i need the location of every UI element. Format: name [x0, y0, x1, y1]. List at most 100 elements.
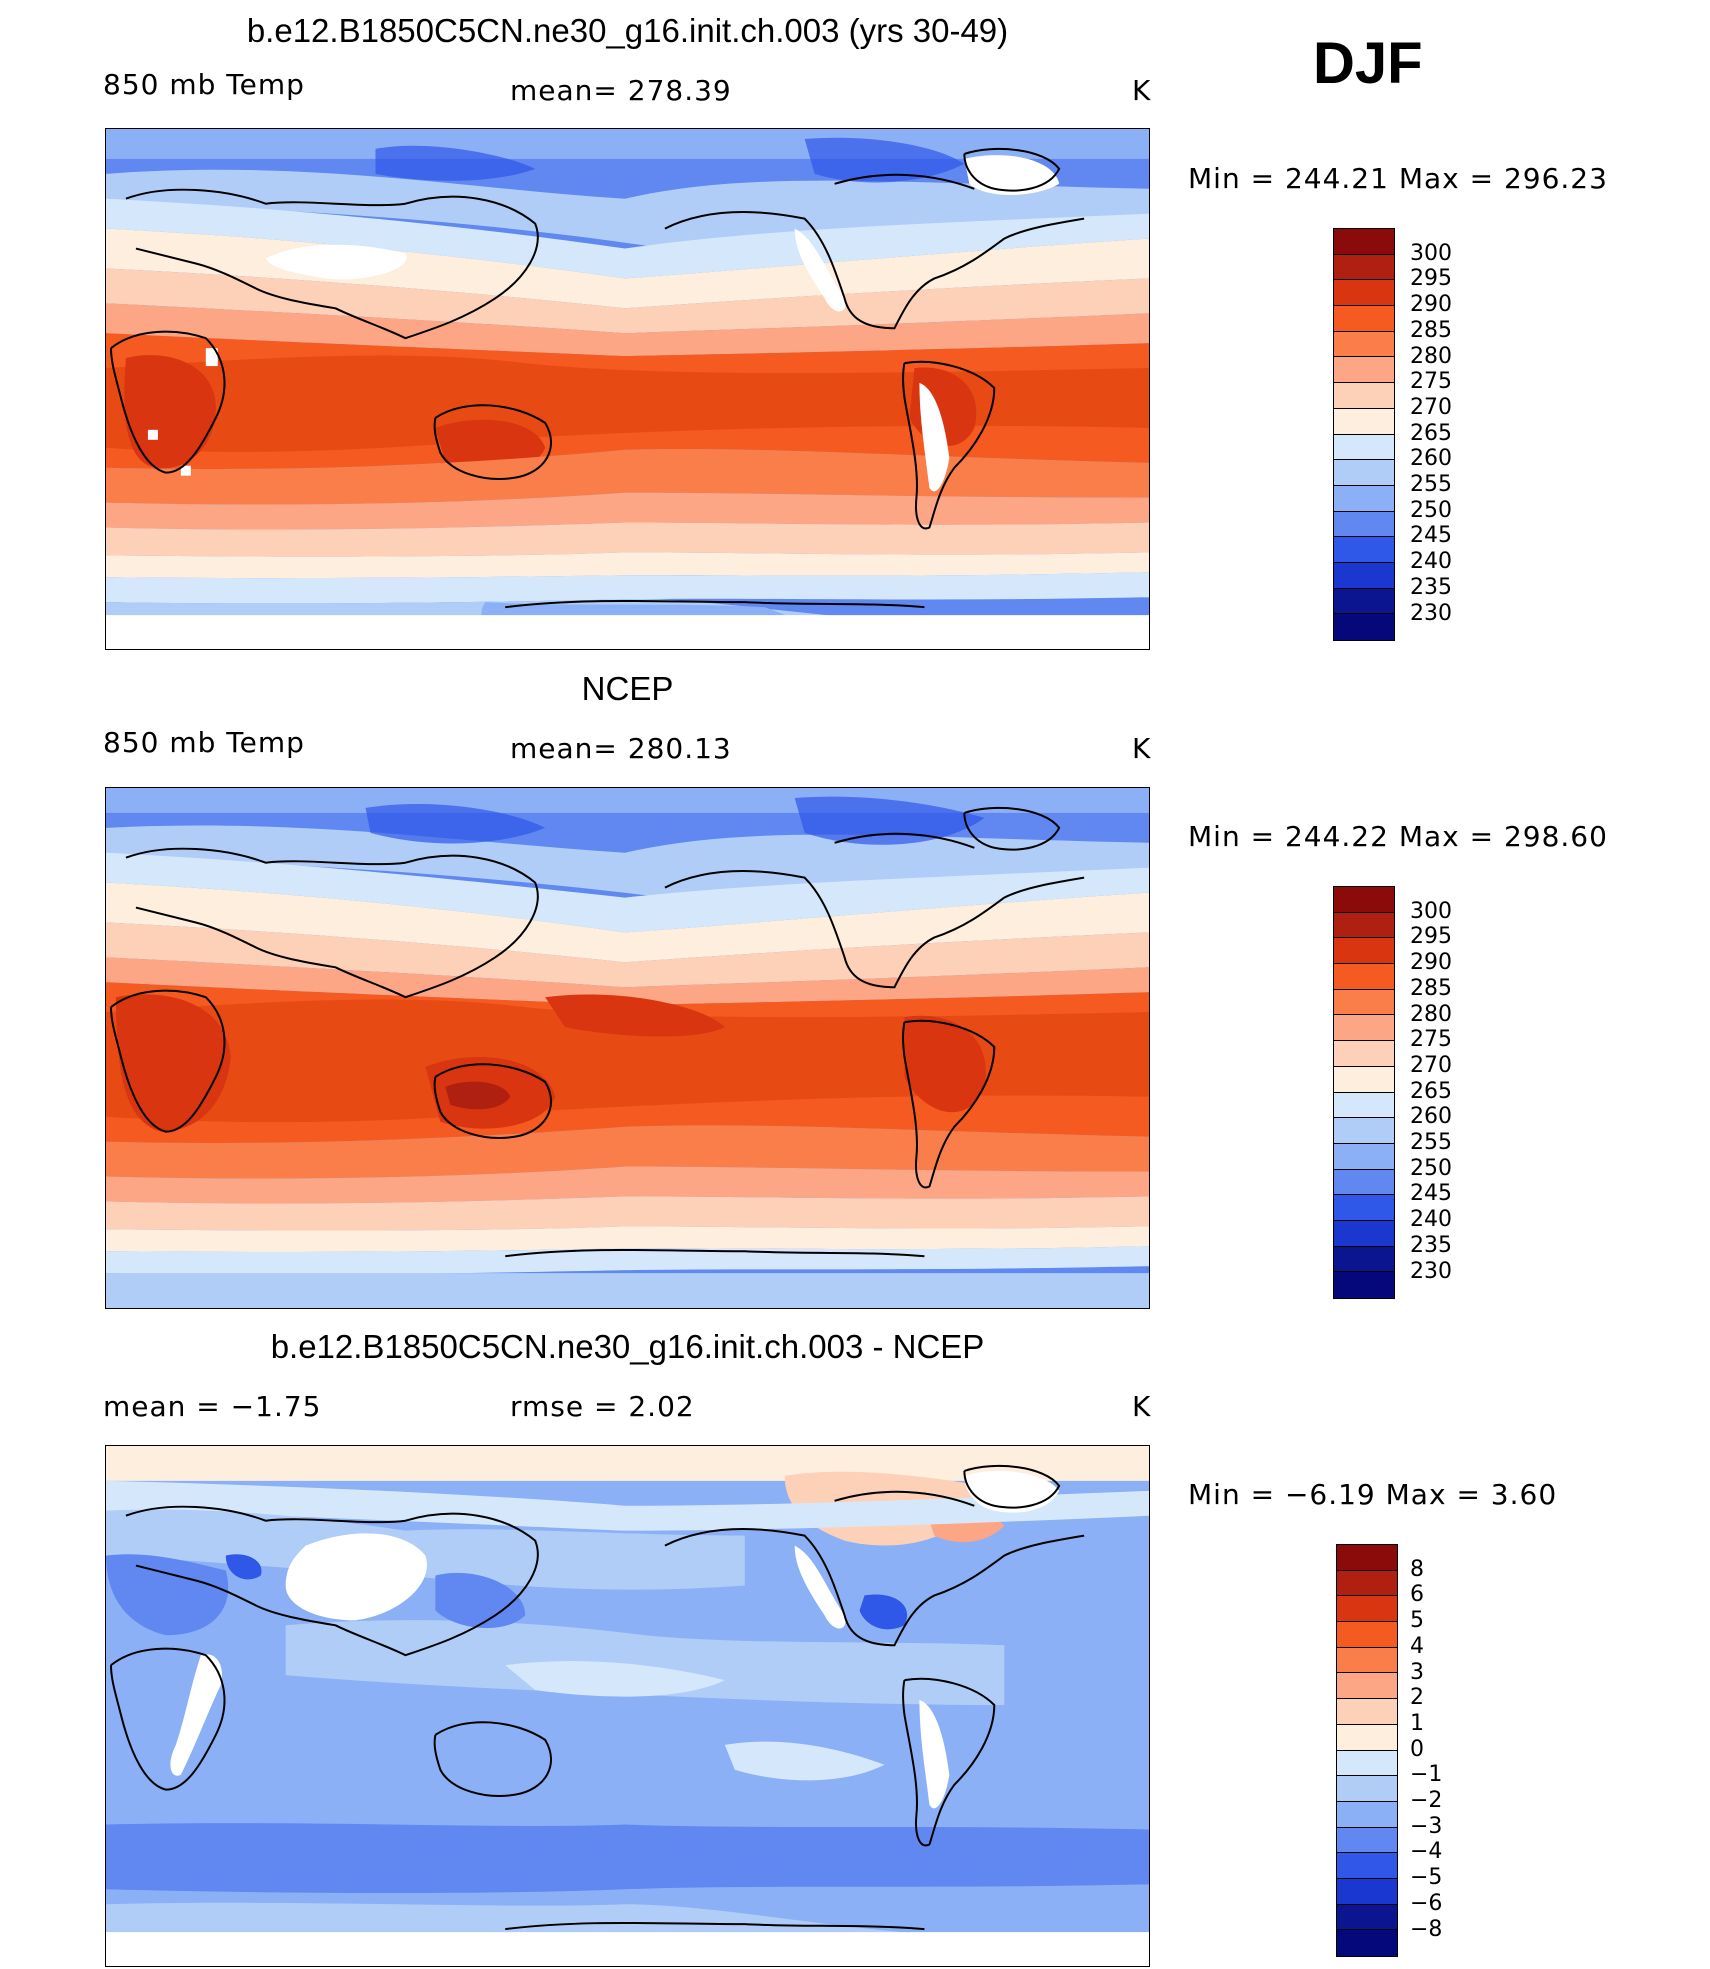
units-label: K: [1132, 74, 1152, 107]
colorbar-tick-label: 0: [1410, 1736, 1424, 1762]
colorbar-tick-label: 280: [1410, 343, 1452, 369]
min-max-label: Min = −6.19 Max = 3.60: [1188, 1478, 1558, 1511]
colorbar-swatch: [1337, 1878, 1397, 1905]
min-max-label: Min = 244.21 Max = 296.23: [1188, 162, 1608, 195]
colorbar: [1333, 228, 1395, 641]
colorbar-tick-label: 245: [1410, 523, 1452, 549]
colorbar-tick-label: 300: [1410, 898, 1452, 924]
colorbar-swatch: [1334, 1220, 1394, 1247]
colorbar-swatch: [1337, 1596, 1397, 1623]
colorbar-tick-label: 245: [1410, 1181, 1452, 1207]
colorbar-swatch: [1334, 1066, 1394, 1093]
colorbar-swatch: [1337, 1776, 1397, 1802]
colorbar-swatch: [1334, 1195, 1394, 1221]
colorbar-swatch: [1337, 1570, 1397, 1597]
colorbar-swatch: [1337, 1853, 1397, 1879]
colorbar-tick-label: −6: [1410, 1890, 1443, 1916]
colorbar-swatch: [1337, 1827, 1397, 1854]
colorbar-swatch: [1334, 614, 1394, 640]
units-label: K: [1132, 732, 1152, 765]
colorbar-swatch: [1334, 1143, 1394, 1170]
colorbar-tick-label: 6: [1410, 1582, 1424, 1608]
colorbar-tick-label: −8: [1410, 1916, 1443, 1942]
colorbar-tick-label: 250: [1410, 497, 1452, 523]
colorbar-tick-label: 275: [1410, 369, 1452, 395]
variable-label: 850 mb Temp: [103, 726, 305, 759]
colorbar-swatch: [1337, 1545, 1397, 1571]
colorbar-swatch: [1334, 887, 1394, 913]
colorbar-tick-label: 285: [1410, 975, 1452, 1001]
colorbar-swatch: [1334, 1092, 1394, 1119]
colorbar-tick-label: 265: [1410, 1078, 1452, 1104]
colorbar-tick-label: 2: [1410, 1685, 1424, 1711]
colorbar-tick-label: 5: [1410, 1608, 1424, 1634]
colorbar-swatch: [1334, 434, 1394, 461]
difference-map: [105, 1445, 1150, 1967]
colorbar-swatch: [1334, 254, 1394, 281]
colorbar-swatch: [1337, 1930, 1397, 1956]
season-label: DJF: [1313, 31, 1423, 96]
colorbar-swatch: [1334, 588, 1394, 615]
colorbar-swatch: [1334, 964, 1394, 990]
colorbar-tick-label: 270: [1410, 394, 1452, 420]
colorbar-swatch: [1334, 485, 1394, 512]
colorbar-tick-label: 265: [1410, 420, 1452, 446]
colorbar-swatch: [1334, 1246, 1394, 1273]
colorbar-tick-label: 290: [1410, 292, 1452, 318]
colorbar-swatch: [1334, 280, 1394, 307]
colorbar-tick-label: 255: [1410, 472, 1452, 497]
colorbar-swatch: [1337, 1750, 1397, 1777]
colorbar-tick-label: 280: [1410, 1001, 1452, 1027]
colorbar: [1336, 1544, 1398, 1957]
colorbar-tick-label: 295: [1410, 266, 1452, 292]
colorbar-swatch: [1334, 511, 1394, 538]
colorbar-swatch: [1334, 1041, 1394, 1067]
colorbar-tick-label: 8: [1410, 1556, 1424, 1582]
mean-label: mean= 278.39: [510, 74, 732, 107]
colorbar-swatch: [1337, 1904, 1397, 1931]
colorbar-swatch: [1334, 1272, 1394, 1298]
colorbar-tick-label: −3: [1410, 1813, 1443, 1839]
colorbar-swatch: [1337, 1673, 1397, 1700]
colorbar-tick-label: 300: [1410, 240, 1452, 266]
colorbar-tick-label: 275: [1410, 1027, 1452, 1053]
colorbar-tick-label: 260: [1410, 1104, 1452, 1130]
colorbar-tick-label: −2: [1410, 1788, 1443, 1813]
colorbar-swatch: [1334, 1118, 1394, 1144]
colorbar-tick-label: 255: [1410, 1130, 1452, 1155]
colorbar-tick-label: 235: [1410, 1232, 1452, 1258]
panel-title: b.e12.B1850C5CN.ne30_g16.init.ch.003 - N…: [270, 1328, 985, 1365]
colorbar-swatch: [1337, 1724, 1397, 1751]
ncep-temperature-map: [105, 787, 1150, 1309]
colorbar-swatch: [1334, 383, 1394, 409]
colorbar-swatch: [1334, 357, 1394, 384]
colorbar-tick-label: 240: [1410, 1207, 1452, 1233]
mean-label: mean = −1.75: [103, 1390, 322, 1423]
colorbar-swatch: [1334, 408, 1394, 435]
colorbar-tick-label: 250: [1410, 1155, 1452, 1181]
colorbar-tick-label: 235: [1410, 574, 1452, 600]
colorbar-tick-label: 295: [1410, 924, 1452, 950]
colorbar-swatch: [1337, 1622, 1397, 1648]
colorbar-tick-label: 230: [1410, 1258, 1452, 1284]
colorbar-swatch: [1334, 460, 1394, 486]
colorbar-tick-label: 260: [1410, 446, 1452, 472]
colorbar-swatch: [1334, 331, 1394, 358]
mean-label: mean= 280.13: [510, 732, 732, 765]
colorbar-tick-label: 240: [1410, 549, 1452, 575]
colorbar-tick-label: −5: [1410, 1865, 1443, 1891]
colorbar-swatch: [1334, 938, 1394, 965]
colorbar-swatch: [1334, 912, 1394, 939]
colorbar-tick-label: 1: [1410, 1710, 1424, 1736]
colorbar-swatch: [1337, 1801, 1397, 1828]
colorbar-tick-label: 270: [1410, 1052, 1452, 1078]
colorbar-tick-label: 230: [1410, 600, 1452, 626]
panel-title: NCEP: [581, 670, 674, 707]
min-max-label: Min = 244.22 Max = 298.60: [1188, 820, 1608, 853]
colorbar-tick-label: 4: [1410, 1633, 1424, 1659]
colorbar-tick-label: 290: [1410, 950, 1452, 976]
colorbar-swatch: [1337, 1647, 1397, 1674]
variable-label: 850 mb Temp: [103, 68, 305, 101]
colorbar-tick-label: 285: [1410, 317, 1452, 343]
colorbar-swatch: [1334, 306, 1394, 332]
